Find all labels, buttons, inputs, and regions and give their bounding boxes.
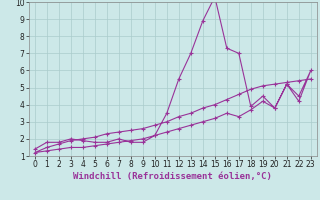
X-axis label: Windchill (Refroidissement éolien,°C): Windchill (Refroidissement éolien,°C) — [73, 172, 272, 181]
